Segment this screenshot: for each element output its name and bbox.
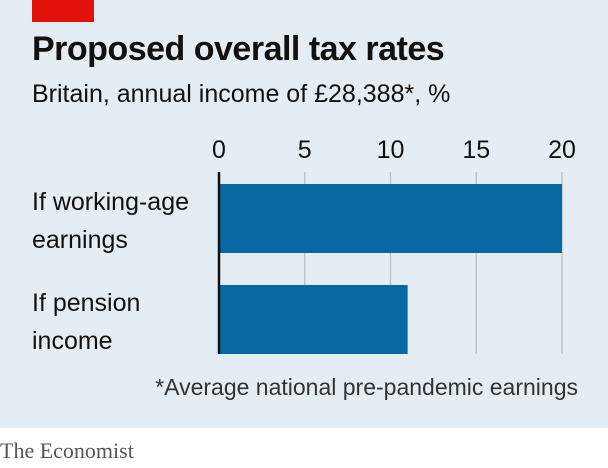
source-logo-text: The Economist — [0, 438, 134, 463]
category-label-1-line-1: If working-age — [32, 188, 189, 216]
category-label-2-line-2: income — [32, 327, 113, 355]
x-tick-label-10: 10 — [377, 136, 405, 164]
x-tick-label-0: 0 — [212, 136, 226, 164]
x-tick-label-5: 5 — [298, 136, 312, 164]
bar-2 — [219, 285, 408, 354]
x-tick-label-15: 15 — [462, 136, 490, 164]
brand-accent-bar — [32, 0, 94, 22]
bar-chart: 0 5 10 15 20 If working-age earnings If pension… — [32, 136, 576, 355]
bar-1 — [219, 184, 562, 253]
category-label-1-line-2: earnings — [32, 226, 128, 254]
chart-title: Proposed overall tax rates — [32, 30, 445, 68]
chart-footnote: *Average national pre-pandemic earnings — [155, 374, 578, 400]
x-tick-label-20: 20 — [548, 136, 576, 164]
category-label-2-line-1: If pension — [32, 289, 140, 317]
chart-subtitle: Britain, annual income of £28,388*, % — [32, 80, 451, 108]
